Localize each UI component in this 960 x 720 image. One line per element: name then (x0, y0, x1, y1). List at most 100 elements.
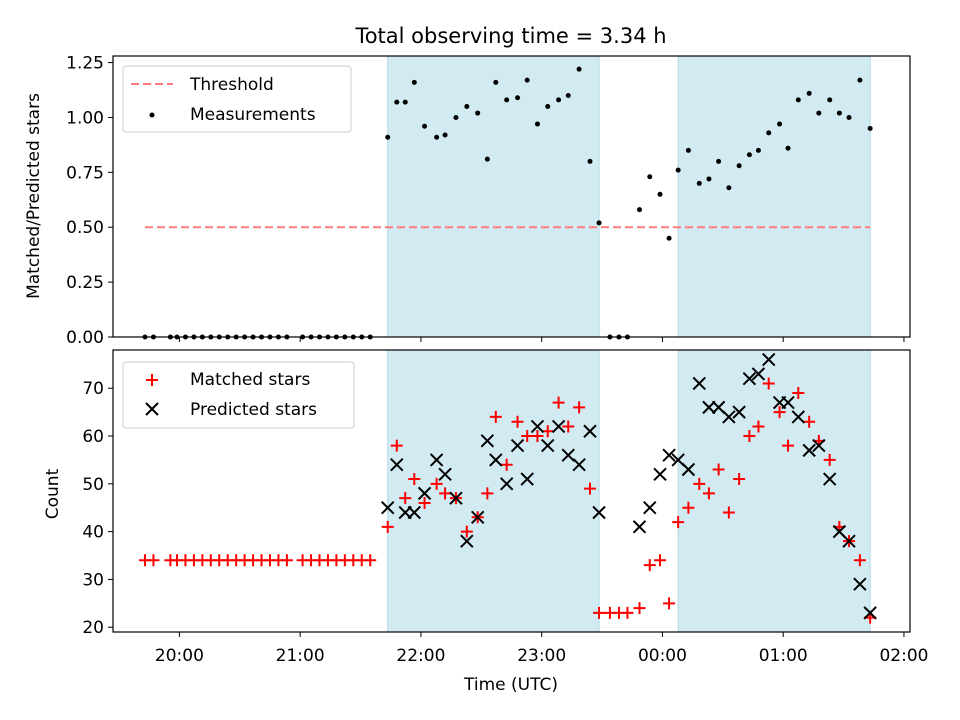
y-tick-label: 0.00 (66, 328, 104, 348)
measurement-point (666, 235, 672, 241)
measurement-point (675, 167, 681, 173)
predicted-star-point (842, 534, 856, 548)
y-tick-label: 0.50 (66, 218, 104, 238)
x-tick-label: 00:00 (638, 646, 687, 666)
ratio-legend: Threshold Measurements (122, 65, 352, 133)
matched-star-point (702, 487, 715, 500)
count-panel: 20 30 40 50 60 70 20:00 21:00 22:00 23:00 00:00 01… (43, 349, 928, 695)
measurement-point (637, 207, 643, 213)
predicted-star-point (853, 577, 867, 591)
y-tick-label: 30 (82, 570, 104, 590)
matched-star-point (430, 477, 443, 490)
matched-star-point (773, 406, 786, 419)
matched-star-point (743, 430, 756, 443)
predicted-star-point (489, 453, 503, 467)
measurement-point (685, 147, 691, 153)
count-y-axis-title: Count (43, 468, 63, 519)
measurement-point (596, 220, 602, 226)
matched-star-point (147, 554, 160, 567)
observing-window-band (387, 55, 600, 338)
y-tick-label: 40 (82, 523, 104, 543)
predicted-star-point (381, 501, 395, 515)
x-tick-label: 20:00 (155, 646, 204, 666)
matched-star-point (500, 458, 513, 471)
measurement-point (565, 93, 571, 99)
matched-star-point (418, 496, 431, 509)
measurement-point (736, 163, 742, 169)
predicted-star-point (662, 448, 676, 462)
measurement-point (556, 97, 562, 103)
y-tick-label: 20 (82, 618, 104, 638)
measurement-point (785, 145, 791, 151)
measurement-point (827, 97, 833, 103)
predicted-star-point (681, 462, 696, 477)
predicted-star-point (791, 410, 806, 424)
matched-star-point (439, 487, 452, 500)
matched-star-point (663, 597, 676, 610)
predicted-star-point (742, 371, 757, 386)
predicted-star-point (692, 376, 706, 391)
matched-star-point (752, 420, 765, 433)
predicted-star-point (449, 491, 463, 505)
predicted-star-point (643, 501, 657, 515)
legend-matched-swatch (146, 374, 158, 386)
observing-window-band (387, 349, 600, 633)
measurement-point (534, 121, 540, 127)
matched-star-point (511, 415, 524, 428)
predicted-star-point (499, 477, 514, 491)
measurement-point (867, 125, 873, 131)
predicted-star-point (390, 458, 404, 472)
matched-star-point (390, 439, 403, 452)
measurement-point (755, 147, 761, 153)
legend-predicted-swatch (145, 402, 159, 416)
measurement-point (657, 191, 663, 197)
measurement-point (806, 90, 812, 96)
measurement-point (434, 134, 440, 140)
matched-star-point (792, 387, 805, 400)
matched-star-point (562, 420, 575, 433)
predicted-star-point (510, 438, 525, 453)
matched-star-point (541, 425, 554, 438)
observing-window-band (677, 55, 871, 338)
measurement-point (777, 121, 783, 127)
predicted-star-point (572, 458, 586, 472)
matched-star-point (693, 477, 706, 490)
measurement-point (484, 156, 490, 162)
measurement-point (422, 123, 428, 129)
x-tick-label: 23:00 (517, 646, 566, 666)
predicted-star-point (470, 510, 485, 524)
x-tick-label: 22:00 (396, 646, 445, 666)
predicted-star-point (863, 606, 877, 620)
measurement-point (587, 158, 593, 164)
measurement-point (816, 110, 822, 116)
ratio-x-ticks (178, 337, 905, 342)
matched-star-point (583, 482, 596, 495)
matched-star-point (280, 554, 293, 567)
predicted-star-point (632, 520, 647, 534)
measurement-point (726, 185, 732, 191)
predicted-star-point (781, 395, 795, 410)
measurement-point (524, 77, 530, 83)
predicted-star-point (438, 467, 452, 481)
predicted-star-point (460, 534, 474, 548)
measurement-point (746, 152, 752, 158)
x-tick-label: 02:00 (879, 646, 928, 666)
measurement-point (442, 132, 448, 138)
measurement-point (846, 114, 852, 120)
measurement-point (706, 176, 712, 182)
predicted-star-point (429, 453, 444, 467)
matched-star-point (643, 559, 656, 572)
ratio-legend-box (122, 65, 352, 133)
matched-star-point (712, 463, 725, 476)
legend-matched-label: Matched stars (190, 370, 310, 390)
predicted-star-point (653, 467, 667, 481)
observing-windows-top (387, 55, 871, 338)
legend-measurements-swatch (149, 112, 155, 118)
predicted-star-point (561, 448, 575, 462)
matched-star-point (621, 606, 634, 619)
predicted-star-point (812, 438, 826, 453)
matched-star-point (408, 473, 421, 486)
matched-star-point (762, 377, 775, 390)
measurement-point (402, 99, 408, 105)
